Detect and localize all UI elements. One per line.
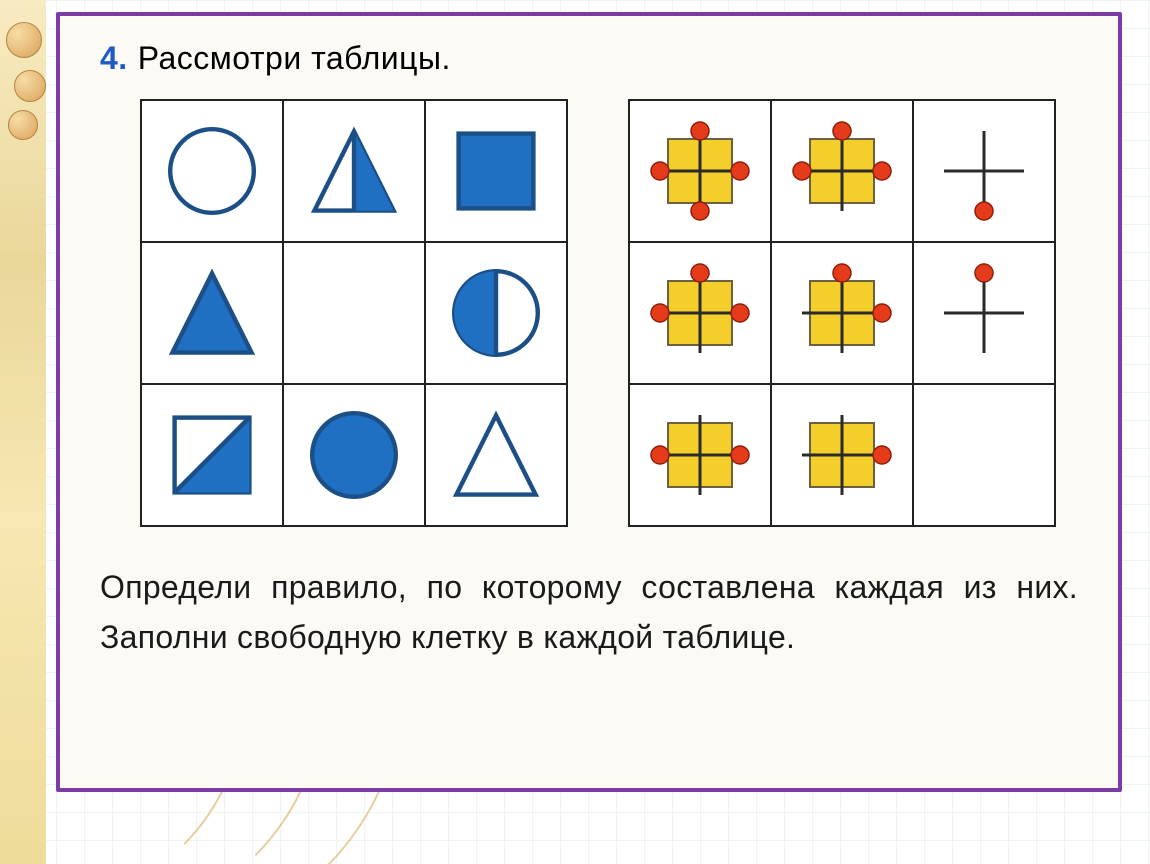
grid-cell	[629, 384, 771, 526]
grid-cell	[283, 384, 425, 526]
bead-icon	[8, 110, 38, 140]
decorative-sidebar	[0, 0, 46, 864]
grid-cell	[283, 242, 425, 384]
grid-cell	[629, 100, 771, 242]
bead-icon	[6, 22, 42, 58]
grid-cell	[141, 100, 283, 242]
grid-cell	[141, 384, 283, 526]
grid-cell	[771, 384, 913, 526]
grid-cell	[283, 100, 425, 242]
task-heading: 4. Рассмотри таблицы.	[100, 40, 1078, 77]
grid-cell	[913, 100, 1055, 242]
left-shape-grid	[140, 99, 568, 527]
grid-cell	[141, 242, 283, 384]
right-cross-grid	[628, 99, 1056, 527]
task-card: 4. Рассмотри таблицы. Определи правило, п…	[56, 12, 1122, 792]
page-root: 4. Рассмотри таблицы. Определи правило, п…	[0, 0, 1150, 864]
grid-cell	[629, 242, 771, 384]
grid-cell	[425, 242, 567, 384]
task-body-text: Определи правило, по которому составлена…	[100, 563, 1078, 662]
grid-cell	[425, 100, 567, 242]
task-title: Рассмотри таблицы.	[138, 40, 451, 76]
grid-cell	[771, 242, 913, 384]
task-number: 4.	[100, 40, 128, 76]
grids-container	[140, 99, 1078, 527]
grid-cell	[425, 384, 567, 526]
grid-cell	[913, 384, 1055, 526]
grid-cell	[913, 242, 1055, 384]
bead-icon	[14, 70, 46, 102]
grid-cell	[771, 100, 913, 242]
